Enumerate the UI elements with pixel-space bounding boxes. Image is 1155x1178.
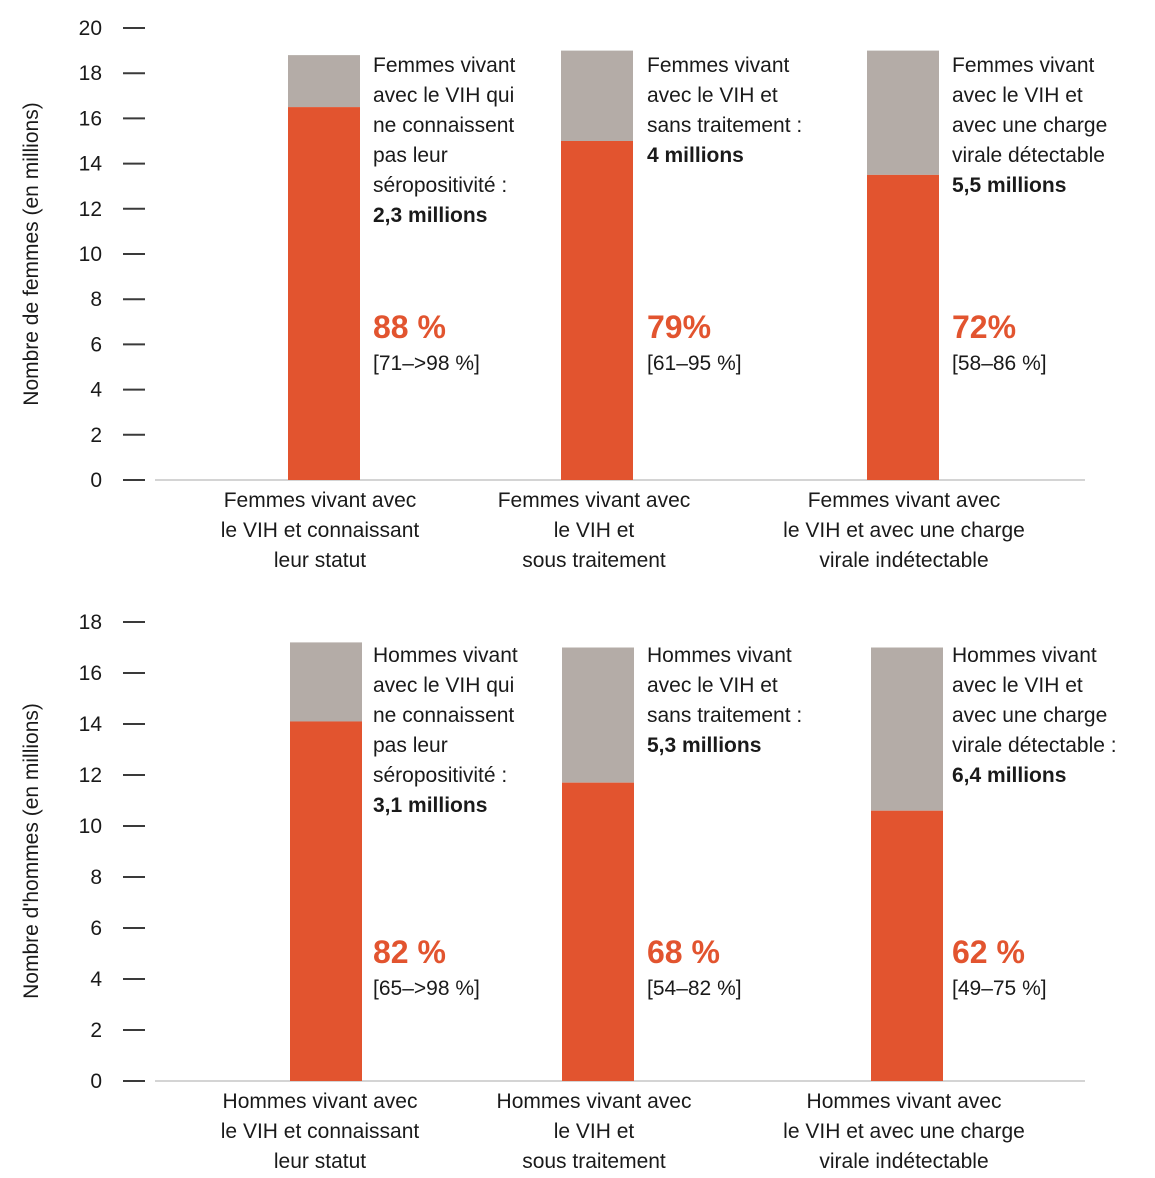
percent-label: 72% [952,309,1016,345]
category-label: Femmes vivant avec [498,489,691,512]
bar-gap-segment [290,642,362,722]
annotation-line: sans traitement : [647,114,802,137]
category-label: leur statut [274,1150,366,1173]
category-label: Hommes vivant avec [807,1090,1002,1113]
percent-label: 88 % [373,309,446,345]
percent-range-label: [71–>98 %] [373,352,480,375]
y-tick-label: 10 [79,815,102,838]
annotation-line: Femmes vivant [373,54,516,77]
category-label: Hommes vivant avec [223,1090,418,1113]
bar-filled-segment [562,782,634,1081]
y-tick-label: 4 [90,379,102,402]
category-label: virale indétectable [819,549,988,572]
annotation-value: 5,3 millions [647,734,761,757]
category-label: le VIH et connaissant [221,519,420,542]
bar-gap-segment [867,50,939,175]
category-label: le VIH et avec une charge [783,1120,1025,1143]
bar-filled-segment [290,721,362,1081]
y-tick-label: 14 [79,713,103,736]
y-tick-label: 4 [90,968,102,991]
annotation-line: ne connaissent [373,704,514,727]
bar-gap-segment [562,647,634,783]
annotation-value: 3,1 millions [373,794,487,817]
annotation-line: avec le VIH qui [373,84,514,107]
bar-gap-segment [871,647,943,811]
category-label: Hommes vivant avec [497,1090,692,1113]
annotation-value: 5,5 millions [952,174,1066,197]
annotation-line: avec le VIH et [952,84,1083,107]
annotation-line: séropositivité : [373,174,507,197]
annotation-line: Hommes vivant [647,644,792,667]
percent-range-label: [49–75 %] [952,977,1047,1000]
bar-filled-segment [867,174,939,480]
percent-range-label: [58–86 %] [952,352,1047,375]
women-chart-panel: Nombre de femmes (en millions) 0 2 4 6 8 10 12 1… [20,17,1107,572]
annotation-line: pas leur [373,734,448,757]
bar-filled-segment [871,810,943,1081]
category-label: sous traitement [522,549,666,572]
annotation-line: Femmes vivant [952,54,1095,77]
annotation-line: Femmes vivant [647,54,790,77]
annotation-line: avec le VIH et [952,674,1083,697]
category-label: leur statut [274,549,366,572]
annotation-line: pas leur [373,144,448,167]
percent-label: 68 % [647,934,720,970]
y-tick-label: 14 [79,153,103,176]
category-label: le VIH et [554,1120,635,1143]
percent-range-label: [54–82 %] [647,977,742,1000]
annotation-line: séropositivité : [373,764,507,787]
annotation-value: 6,4 millions [952,764,1066,787]
annotation-line: sans traitement : [647,704,802,727]
category-label: le VIH et avec une charge [783,519,1025,542]
y-tick-label: 8 [90,288,102,311]
y-axis-label: Nombre d'hommes (en millions) [20,703,43,999]
y-tick-label: 12 [79,198,102,221]
category-label: sous traitement [522,1150,666,1173]
y-axis-label: Nombre de femmes (en millions) [20,102,43,405]
bar-filled-segment [561,141,633,480]
men-chart-panel: Nombre d'hommes (en millions) 0 2 4 6 8 10 12 14… [20,611,1117,1173]
category-label: le VIH et connaissant [221,1120,420,1143]
y-tick-label: 2 [90,424,102,447]
y-tick-label: 8 [90,866,102,889]
y-tick-label: 16 [79,107,102,130]
y-tick-label: 2 [90,1019,102,1042]
percent-label: 62 % [952,934,1025,970]
bar-gap-segment [561,50,633,141]
percent-range-label: [65–>98 %] [373,977,480,1000]
bar-gap-segment [288,55,360,108]
annotation-line: avec le VIH qui [373,674,514,697]
percent-label: 79% [647,309,711,345]
annotation-value: 4 millions [647,144,744,167]
y-tick-label: 16 [79,662,102,685]
y-tick-label: 0 [90,469,102,492]
category-label: Femmes vivant avec [808,489,1001,512]
y-tick-label: 10 [79,243,102,266]
category-label: virale indétectable [819,1150,988,1173]
y-tick-label: 6 [90,917,102,940]
y-tick-label: 0 [90,1070,102,1093]
y-tick-label: 6 [90,333,102,356]
annotation-line: ne connaissent [373,114,514,137]
category-label: le VIH et [554,519,635,542]
y-tick-label: 18 [79,62,102,85]
y-tick-label: 18 [79,611,102,634]
annotation-line: Hommes vivant [952,644,1097,667]
category-label: Femmes vivant avec [224,489,417,512]
annotation-line: virale détectable [952,144,1105,167]
annotation-value: 2,3 millions [373,204,487,227]
annotation-line: avec une charge [952,704,1107,727]
annotation-line: avec le VIH et [647,84,778,107]
annotation-line: Hommes vivant [373,644,518,667]
annotation-line: avec une charge [952,114,1107,137]
y-tick-label: 12 [79,764,102,787]
y-tick-label: 20 [79,17,102,40]
percent-range-label: [61–95 %] [647,352,742,375]
annotation-line: avec le VIH et [647,674,778,697]
percent-label: 82 % [373,934,446,970]
bar-filled-segment [288,107,360,480]
annotation-line: virale détectable : [952,734,1117,757]
